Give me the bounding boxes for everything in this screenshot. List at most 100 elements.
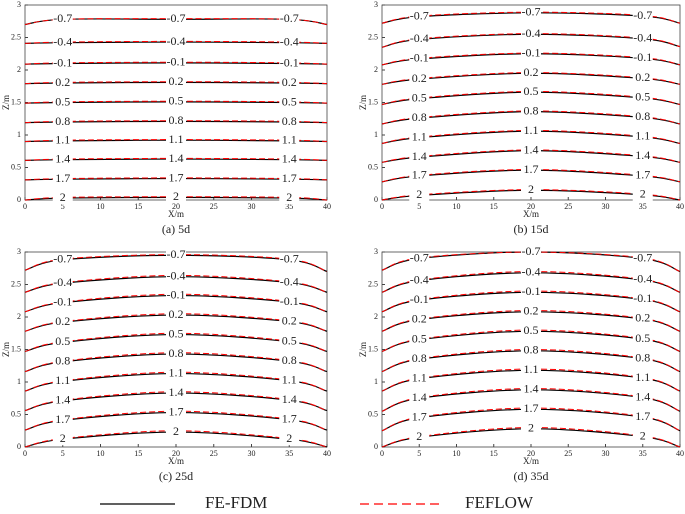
contour-label: -0.4 bbox=[53, 34, 72, 48]
label-bg bbox=[521, 67, 541, 80]
x-tick-label: 35 bbox=[639, 202, 647, 211]
contour-label: 1.1 bbox=[55, 373, 70, 387]
label-bg bbox=[279, 413, 300, 426]
contour-line bbox=[24, 313, 328, 332]
panel-title: (a) 5d bbox=[162, 222, 190, 236]
contour-label: 1.1 bbox=[282, 372, 297, 386]
x-tick-label: 35 bbox=[639, 449, 647, 458]
contour-label: 0.5 bbox=[635, 90, 650, 104]
contour-label: 1.1 bbox=[412, 371, 427, 385]
contour-label: -0.1 bbox=[522, 284, 541, 298]
contour-line bbox=[381, 309, 681, 332]
label-bg bbox=[52, 296, 73, 309]
contour-label: 2 bbox=[640, 187, 646, 201]
label-bg bbox=[521, 383, 541, 396]
x-tick-label: 35 bbox=[285, 202, 293, 211]
label-bg bbox=[166, 95, 186, 108]
label-bg bbox=[409, 313, 430, 326]
contour-label: 0.5 bbox=[55, 334, 70, 348]
label-bg bbox=[632, 111, 653, 124]
label-bg bbox=[409, 169, 430, 182]
label-bg bbox=[166, 270, 186, 283]
x-tick-label: 10 bbox=[97, 449, 105, 458]
y-tick-label: 0.5 bbox=[11, 162, 21, 171]
contour-label: 0.8 bbox=[55, 114, 70, 128]
label-bg bbox=[279, 116, 300, 128]
x-tick-label: 20 bbox=[172, 202, 180, 211]
y-tick-label: 1.5 bbox=[368, 97, 378, 106]
x-tick-label: 25 bbox=[210, 449, 218, 458]
contour-label: -0.4 bbox=[410, 272, 429, 286]
label-bg bbox=[409, 294, 430, 307]
contour-label: 0.8 bbox=[524, 103, 539, 117]
contour-label: 1.1 bbox=[524, 362, 539, 376]
label-bg bbox=[632, 32, 653, 45]
x-tick-label: 40 bbox=[323, 449, 331, 458]
label-bg bbox=[632, 372, 653, 385]
contour-label: -0.4 bbox=[167, 268, 186, 282]
contour-label: 1.7 bbox=[169, 170, 184, 184]
y-tick-label: 2 bbox=[17, 312, 21, 321]
contour-label: -0.4 bbox=[53, 275, 72, 289]
y-tick-label: 2.5 bbox=[11, 279, 21, 288]
y-tick-label: 2.5 bbox=[368, 32, 378, 41]
x-tick-label: 10 bbox=[453, 202, 461, 211]
x-axis-label: X/m bbox=[168, 456, 184, 466]
contour-label: -0.4 bbox=[522, 265, 541, 279]
y-tick-label: 1 bbox=[17, 377, 21, 386]
contour-label: 1.1 bbox=[169, 132, 184, 146]
y-tick-label: 0 bbox=[374, 442, 378, 451]
contour-label: 2 bbox=[528, 421, 534, 435]
label-bg bbox=[409, 392, 430, 405]
label-bg bbox=[279, 13, 300, 26]
label-bg bbox=[52, 253, 73, 266]
label-bg bbox=[632, 293, 653, 306]
contour-line bbox=[381, 33, 681, 48]
x-tick-label: 30 bbox=[248, 449, 256, 458]
y-tick-label: 1.5 bbox=[11, 97, 21, 106]
y-tick-label: 1.5 bbox=[368, 344, 378, 353]
contour-label: -0.7 bbox=[53, 252, 72, 266]
x-axis-label: X/m bbox=[523, 456, 539, 466]
contour-label: 0.5 bbox=[412, 90, 427, 104]
label-bg bbox=[632, 188, 653, 201]
contour-label: 2 bbox=[286, 431, 292, 445]
contour-label: -0.7 bbox=[280, 252, 299, 266]
contour-line bbox=[24, 139, 328, 142]
label-bg bbox=[632, 150, 653, 163]
label-bg bbox=[632, 411, 653, 424]
x-tick-label: 20 bbox=[527, 449, 535, 458]
contour-label: -0.1 bbox=[280, 55, 299, 69]
y-tick-label: 0.5 bbox=[368, 162, 378, 171]
contour-label: -0.1 bbox=[167, 55, 186, 69]
label-bg bbox=[52, 77, 73, 89]
contour-label: 1.7 bbox=[282, 171, 297, 185]
contour-label: -0.1 bbox=[167, 287, 186, 301]
contour-label: 0.5 bbox=[412, 332, 427, 346]
contour-label: 2 bbox=[60, 190, 66, 204]
label-bg bbox=[52, 414, 73, 427]
contour-label: 0.2 bbox=[635, 70, 650, 84]
contour-label: 0.8 bbox=[169, 113, 184, 127]
contour-label: 2 bbox=[60, 431, 66, 445]
label-bg bbox=[279, 173, 300, 186]
y-tick-label: 0 bbox=[17, 195, 21, 204]
y-tick-label: 1 bbox=[374, 377, 378, 386]
contour-label: 1.7 bbox=[412, 168, 427, 182]
contour-label: -0.4 bbox=[522, 26, 541, 40]
contour-label: 1.7 bbox=[169, 404, 184, 418]
panel: 0 5 10 15 20 25 30 35 40 0 0.5 1 1.5 2 2.5 3 X/m Z/m (d) 3… bbox=[358, 244, 684, 483]
contour-line bbox=[24, 430, 328, 448]
contour-label: -0.1 bbox=[53, 294, 72, 308]
contour-line bbox=[24, 293, 328, 313]
x-tick-label: 0 bbox=[380, 202, 384, 211]
label-bg bbox=[632, 333, 653, 346]
y-axis-label: Z/m bbox=[358, 342, 368, 357]
contour-label: 0.2 bbox=[412, 311, 427, 325]
contour-label: 0.8 bbox=[524, 343, 539, 357]
label-bg bbox=[166, 56, 186, 69]
contour-label: -0.4 bbox=[410, 31, 429, 45]
label-bg bbox=[632, 252, 653, 265]
contour-label: 0.5 bbox=[55, 94, 70, 108]
